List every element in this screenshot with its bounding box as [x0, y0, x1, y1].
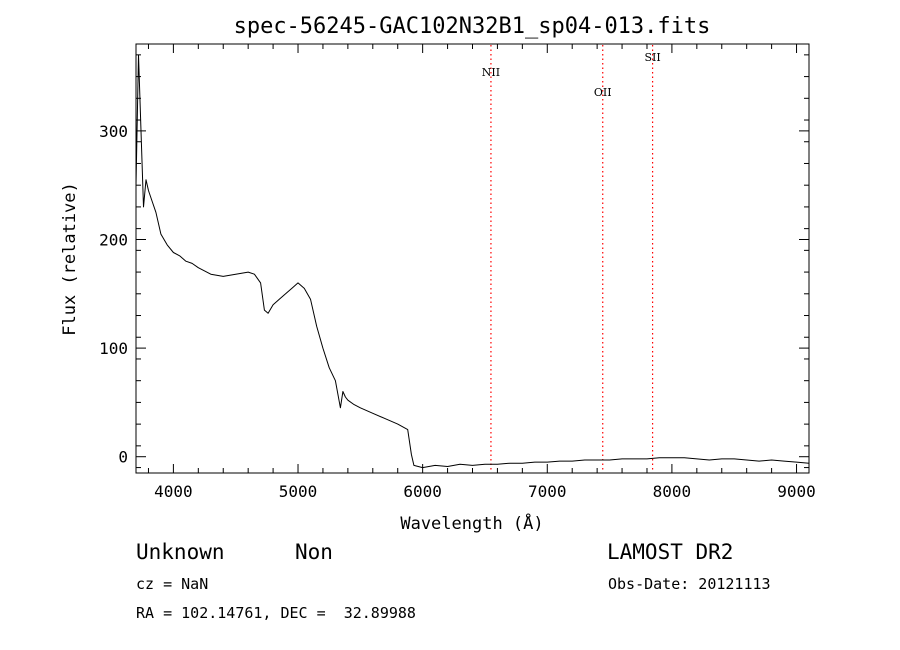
x-axis-label: Wavelength (Å): [400, 512, 543, 534]
emission-line-label: SII: [644, 51, 660, 64]
emission-line-label: OII: [594, 86, 612, 99]
y-tick-label: 0: [118, 448, 128, 467]
x-tick-label: 4000: [154, 482, 193, 501]
radec-label: RA = 102.14761, DEC = 32.89988: [136, 604, 416, 622]
spectrum-series-line: [135, 54, 810, 469]
x-tick-label: 6000: [403, 482, 442, 501]
axis-ticks: 4000 5000 6000 7000 8000 9000 0 100 200 300: [99, 44, 816, 501]
obs-date-label: Obs-Date: 20121113: [608, 575, 771, 593]
class-label: Unknown: [136, 540, 225, 564]
chart-title: spec-56245-GAC102N32B1_sp04-013.fits: [234, 14, 711, 39]
emission-line-markers: NII OII SII: [482, 45, 661, 472]
survey-label: LAMOST DR2: [607, 540, 734, 564]
x-tick-label: 9000: [777, 482, 816, 501]
x-tick-label: 8000: [653, 482, 692, 501]
subclass-label: Non: [295, 540, 333, 564]
y-tick-label: 300: [99, 122, 128, 141]
series-group: [135, 54, 810, 469]
emission-line-label: NII: [482, 66, 500, 79]
redshift-label: cz = NaN: [136, 575, 209, 593]
y-tick-label: 200: [99, 230, 128, 249]
y-axis-label: Flux (relative): [60, 182, 80, 336]
x-tick-label: 5000: [279, 482, 318, 501]
x-tick-label: 7000: [528, 482, 567, 501]
y-tick-label: 100: [99, 339, 128, 358]
plot-frame: [135, 43, 810, 474]
